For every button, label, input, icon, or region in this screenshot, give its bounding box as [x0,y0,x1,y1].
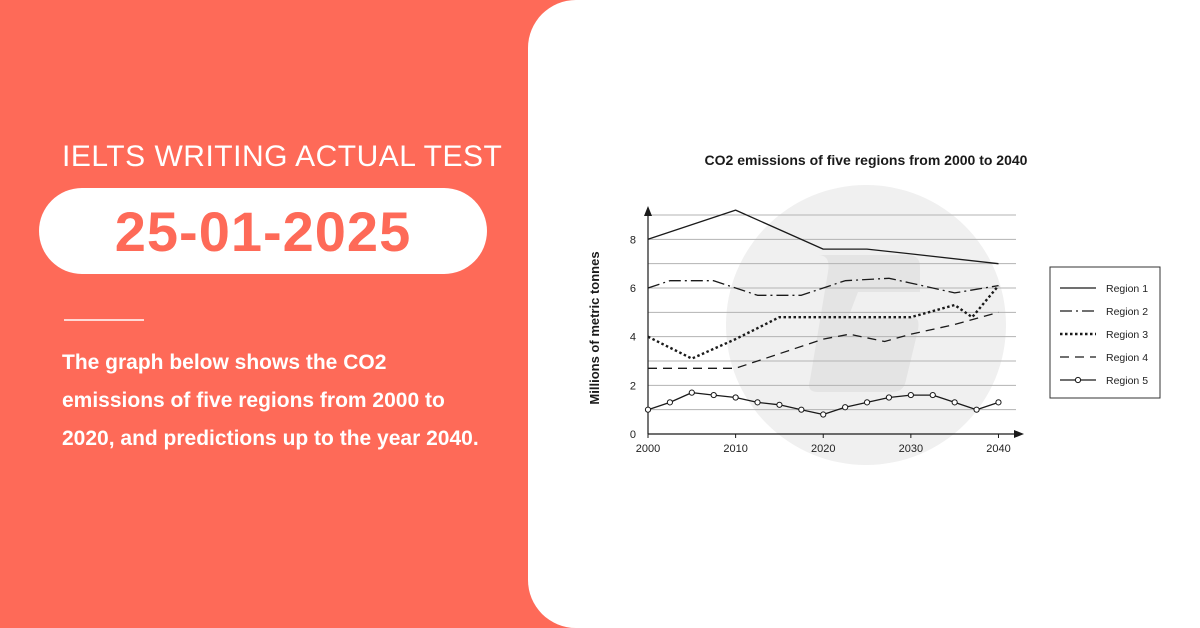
left-panel: IELTS WRITING ACTUAL TEST 25-01-2025 The… [0,0,530,628]
x-axis-arrow [1014,430,1024,438]
y-tick-label: 6 [630,283,636,295]
legend-box [1049,266,1161,399]
data-point [798,406,805,413]
legend-marker [1074,376,1082,384]
line-chart: CO2 emissions of five regions from 2000 … [587,152,1161,465]
series-1 [647,209,999,265]
y-tick-labels: 0 2 4 6 8 [630,234,636,441]
y-tick-label: 2 [630,380,636,392]
series-lines [644,209,1002,418]
legend-label: Region 1 [1106,283,1148,295]
y-tick-label: 0 [630,429,636,441]
legend-item: Region 5 [1060,375,1148,387]
test-date: 25-01-2025 [114,199,412,263]
chart-title: CO2 emissions of five regions from 2000 … [705,152,1028,168]
y-tick-label: 8 [630,234,636,246]
legend-label: Region 5 [1106,375,1148,387]
legend-label: Region 2 [1106,306,1148,318]
watermark-logo [726,185,1006,465]
data-point [951,399,958,406]
data-point [820,411,827,418]
axes [644,206,1024,438]
data-point [710,391,717,399]
legend-item: Region 2 [1060,306,1148,318]
data-point [732,394,739,401]
data-point [863,399,871,406]
x-tick-label: 2010 [723,443,747,455]
data-point [929,391,936,399]
x-tick-label: 2040 [986,443,1010,455]
data-point [907,391,914,399]
legend-label: Region 3 [1106,329,1148,341]
y-tick-label: 4 [630,332,636,344]
y-axis-arrow [644,206,652,216]
data-point [776,401,783,408]
data-point [842,404,849,411]
series-line [647,284,1000,360]
task-description: The graph below shows the CO2 emissions … [62,351,479,450]
y-axis-label: Millions of metric tonnes [587,251,602,404]
x-tick-label: 2030 [899,443,923,455]
x-tick-label: 2020 [811,443,835,455]
data-point [995,399,1002,406]
x-tick-labels: 2000 2010 2020 2030 2040 [636,434,1011,455]
legend: Region 1 Region 2 Region 3 Region 4 Region 5 [1049,266,1161,399]
data-point [644,406,652,413]
legend-item: Region 4 [1060,352,1148,364]
data-point [885,394,893,401]
data-point [754,399,761,406]
x-tick-label: 2000 [636,443,660,455]
series-5 [644,389,1002,418]
data-point [688,389,695,396]
divider [64,319,144,321]
legend-label: Region 4 [1106,352,1148,364]
date-pill: 25-01-2025 [39,188,487,274]
grid-lines [648,214,1016,411]
series-line [647,209,999,265]
legend-item: Region 1 [1060,283,1148,295]
series-3 [647,284,1000,360]
data-point [973,406,980,413]
data-point [666,399,674,406]
heading: IELTS WRITING ACTUAL TEST [62,140,503,173]
legend-item: Region 3 [1060,329,1148,341]
